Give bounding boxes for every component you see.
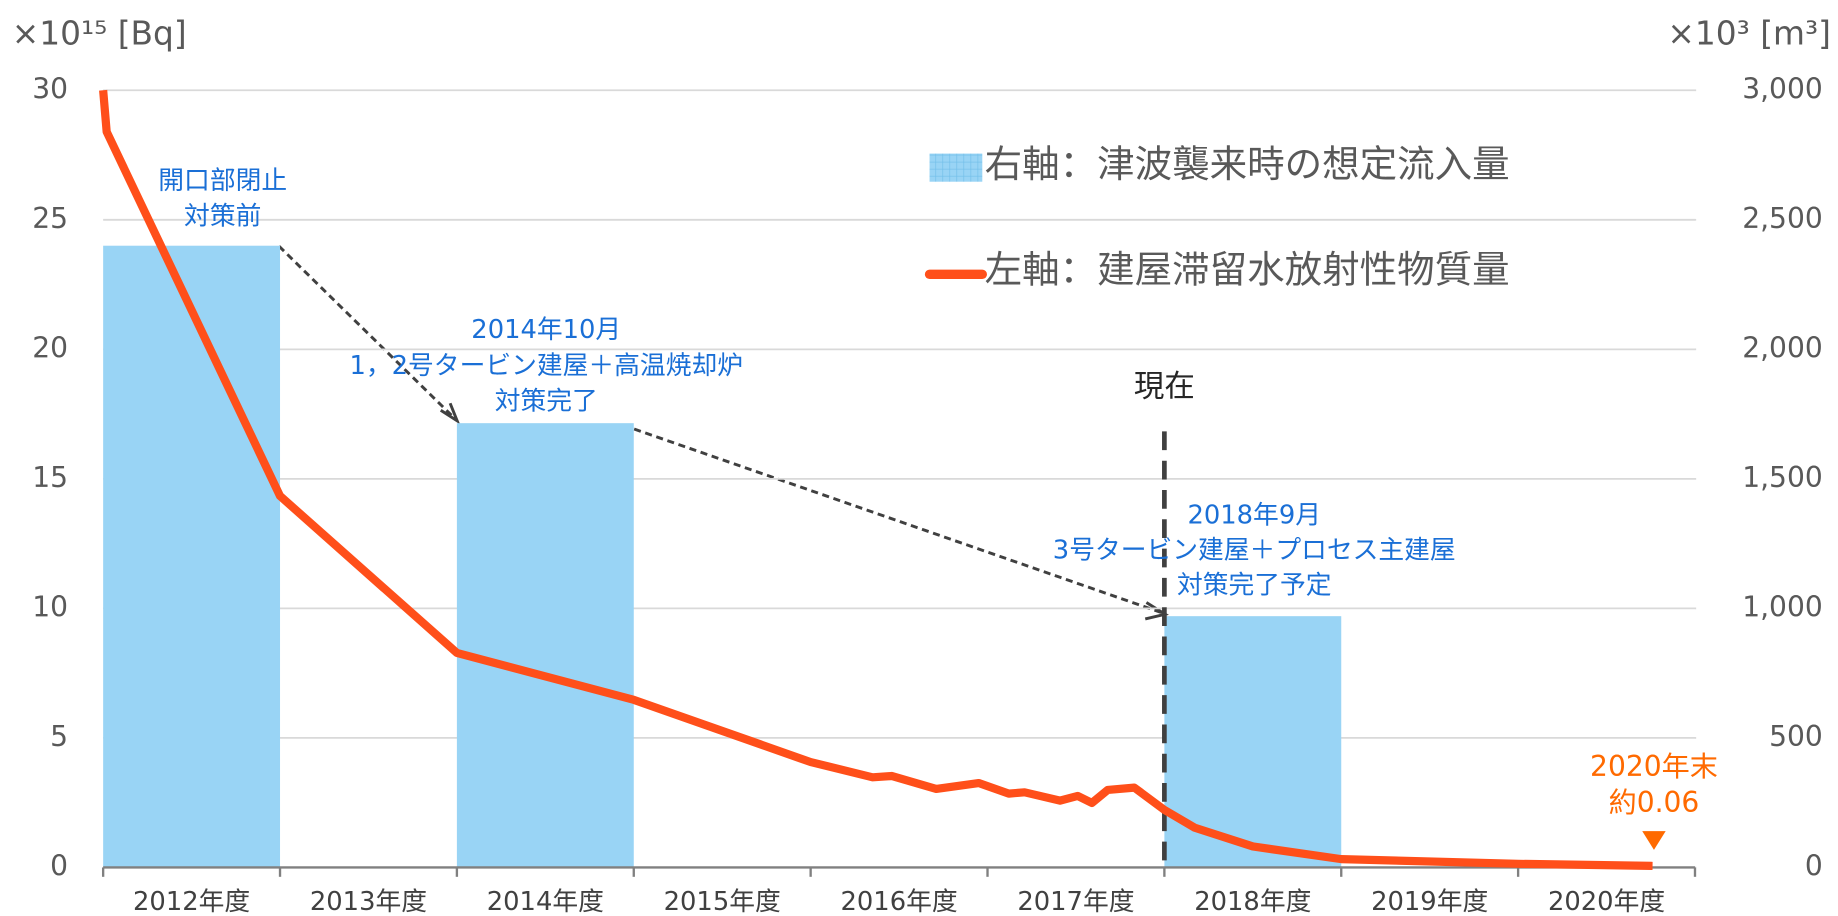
annotation: 対策前 <box>184 201 261 231</box>
y2-tick-label: 0 <box>1805 849 1823 882</box>
annotation: 2020年末 <box>1590 750 1718 783</box>
x-tick-label: 2013年度 <box>310 887 427 916</box>
y-tick-label: 10 <box>32 590 68 623</box>
x-tick-label: 2014年度 <box>487 887 604 916</box>
annotation: 2018年9月 <box>1187 500 1321 530</box>
annotation: 対策完了予定 <box>1177 571 1332 601</box>
end-marker <box>1642 831 1666 850</box>
legend-label: 左軸：建屋滞留水放射性物質量 <box>985 247 1510 291</box>
annotation: 3号タービン建屋＋プロセス主建屋 <box>1053 535 1456 565</box>
x-tick-label: 2016年度 <box>841 887 958 916</box>
x-tick-label: 2018年度 <box>1194 887 1311 916</box>
x-tick-label: 2017年度 <box>1017 887 1134 916</box>
y-tick-label: 25 <box>32 202 68 235</box>
annotation: 2014年10月 <box>471 315 621 345</box>
now-label: 現在 <box>1134 370 1195 405</box>
legend-swatch <box>929 153 983 182</box>
arrow <box>277 245 456 420</box>
annotation: 約0.06 <box>1609 786 1700 819</box>
annotation: 対策完了 <box>495 387 598 417</box>
bar <box>103 245 281 868</box>
y2-tick-label: 500 <box>1769 720 1823 753</box>
arrow <box>633 427 1164 615</box>
y2-tick-label: 3,000 <box>1742 72 1823 105</box>
y-axis-label: ×10¹⁵ [Bq] <box>12 15 187 53</box>
x-tick-label: 2020年度 <box>1548 887 1665 916</box>
grid-layer <box>103 89 1697 869</box>
y-tick-label: 5 <box>50 720 68 753</box>
y2-tick-label: 1,500 <box>1742 461 1823 494</box>
x-tick-label: 2012年度 <box>133 887 250 916</box>
y-tick-label: 15 <box>32 461 68 494</box>
y-tick-label: 20 <box>32 331 68 364</box>
x-tick-label: 2015年度 <box>664 887 781 916</box>
line <box>99 89 1653 871</box>
annotation: 開口部閉止 <box>158 166 287 196</box>
x-tick-label: 2019年度 <box>1371 887 1488 916</box>
legend-label: 右軸：津波襲来時の想定流入量 <box>985 142 1510 186</box>
annotation: 1，2号タービン建屋＋高温焼却炉 <box>349 351 743 381</box>
bar <box>456 423 634 868</box>
y2-axis-label: ×10³ [m³] <box>1667 15 1831 53</box>
y-tick-label: 0 <box>50 849 68 882</box>
y2-tick-label: 2,500 <box>1742 202 1823 235</box>
y-tick-label: 30 <box>32 72 68 105</box>
y2-tick-label: 1,000 <box>1742 590 1823 623</box>
y2-tick-label: 2,000 <box>1742 331 1823 364</box>
arrow-head <box>439 402 461 425</box>
